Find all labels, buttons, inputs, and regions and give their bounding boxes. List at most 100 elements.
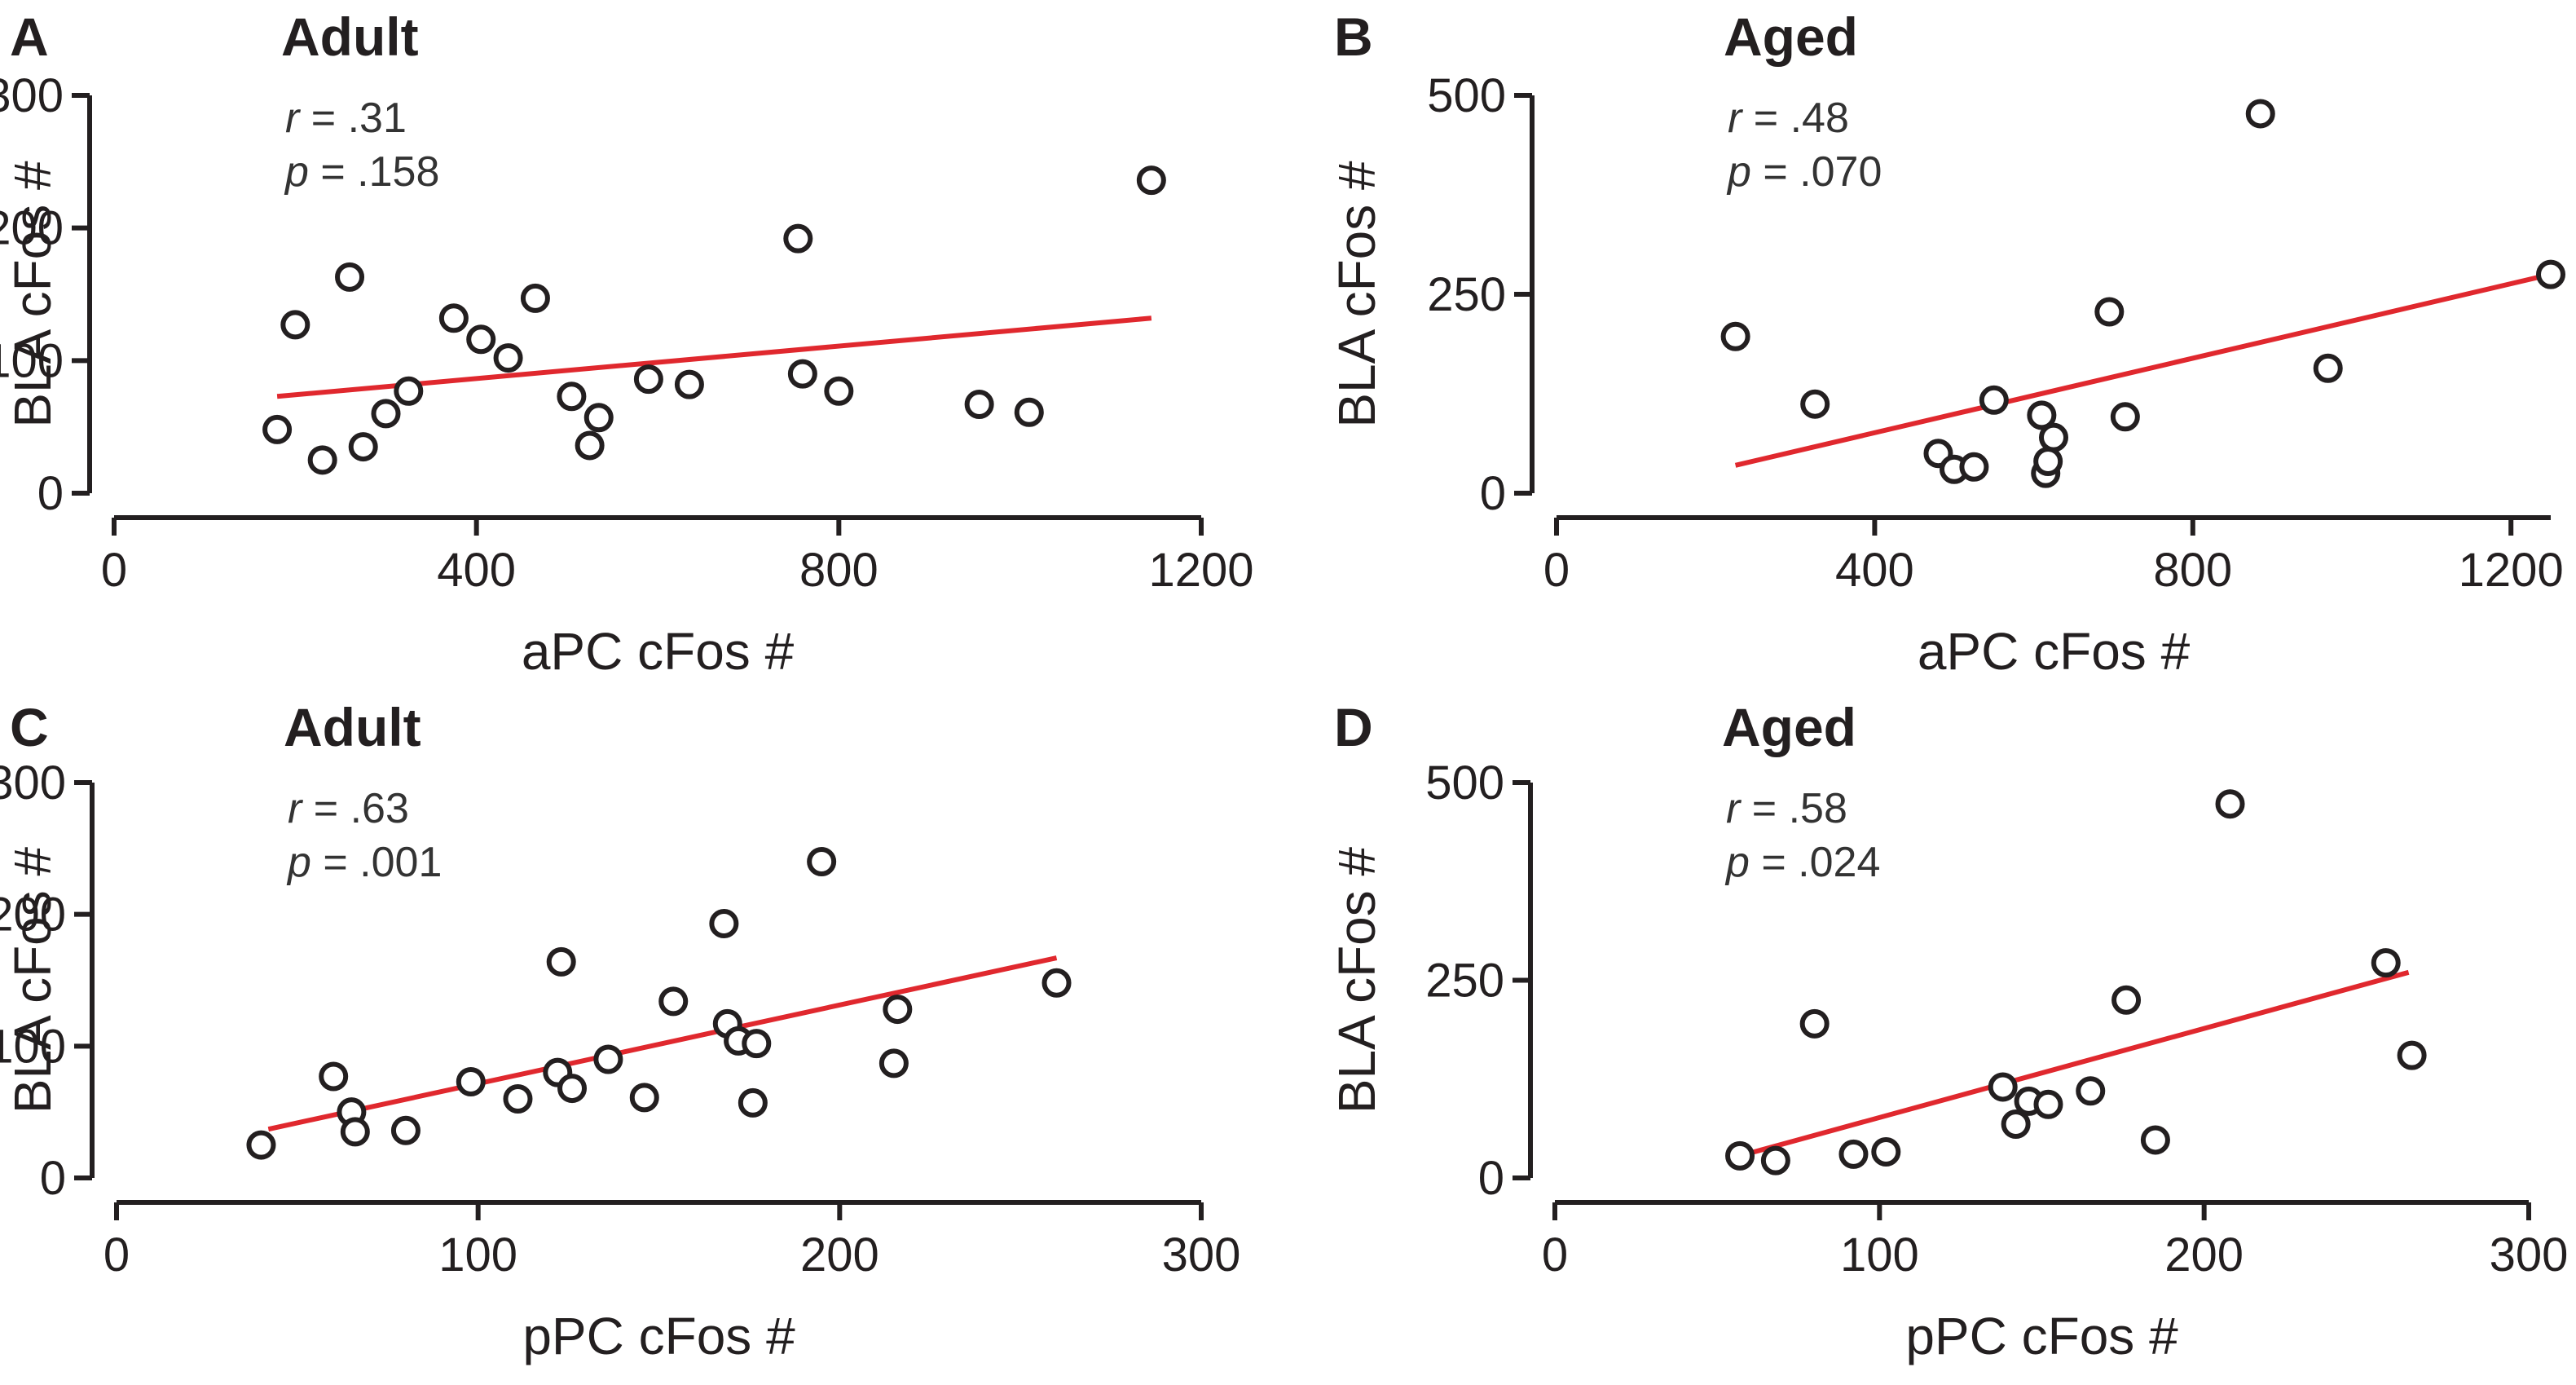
data-point bbox=[1838, 1139, 1869, 1169]
stat-p-value: = .024 bbox=[1750, 839, 1880, 886]
y-axis-label: BLA cFos # bbox=[1328, 846, 1386, 1114]
panel-title: Aged bbox=[1724, 7, 1858, 67]
data-point bbox=[2110, 402, 2140, 432]
y-tick-label: 300 bbox=[0, 69, 64, 122]
y-tick-label: 100 bbox=[0, 1020, 66, 1073]
y-tick-label: 0 bbox=[1480, 467, 1506, 520]
x-tick-label: 300 bbox=[2490, 1228, 2569, 1281]
panel-letter: B bbox=[1334, 7, 1373, 67]
data-point bbox=[493, 343, 523, 373]
panel-title: Adult bbox=[284, 697, 421, 757]
data-point bbox=[1799, 1008, 1830, 1039]
data-point bbox=[394, 376, 424, 406]
data-point bbox=[335, 262, 365, 292]
data-point bbox=[2536, 259, 2565, 289]
panel-letter: A bbox=[10, 7, 49, 67]
x-tick-label: 0 bbox=[101, 544, 127, 597]
data-point bbox=[246, 1130, 276, 1160]
stat-r: r = .48 bbox=[1728, 95, 1849, 142]
fit-line bbox=[276, 315, 1152, 399]
stat-r-symbol: r bbox=[285, 95, 302, 142]
data-point bbox=[520, 283, 550, 313]
stat-p: p = .001 bbox=[286, 839, 442, 886]
data-point bbox=[1800, 389, 1830, 419]
stat-p-symbol: p bbox=[1726, 148, 1751, 196]
stat-p-symbol: p bbox=[1724, 839, 1750, 886]
stat-p-symbol: p bbox=[284, 148, 309, 196]
stat-p-value: = .158 bbox=[309, 148, 439, 196]
data-point bbox=[2076, 1076, 2106, 1106]
panel-b: B Aged 0 250 500 0 400 800 1200 aPC cFos # BLA cFo… bbox=[1328, 7, 2565, 681]
data-point bbox=[883, 995, 913, 1025]
data-point bbox=[438, 303, 469, 333]
y-tick-label: 300 bbox=[0, 756, 66, 809]
panel-letter: C bbox=[10, 697, 49, 757]
data-point bbox=[2039, 422, 2068, 452]
x-tick-label: 200 bbox=[2164, 1228, 2244, 1281]
x-tick-label: 200 bbox=[800, 1228, 879, 1281]
data-point bbox=[2140, 1125, 2170, 1155]
panel-a: A Adult 0 100 200 300 0 400 800 1200 aPC cFos # BLA… bbox=[0, 7, 1254, 681]
x-tick-label: 100 bbox=[438, 1228, 517, 1281]
data-point bbox=[1725, 1140, 1755, 1171]
x-tick-label: 400 bbox=[1835, 544, 1914, 597]
panel-title: Aged bbox=[1722, 697, 1856, 757]
data-point bbox=[787, 359, 817, 389]
data-point bbox=[1720, 321, 1750, 351]
data-point bbox=[2033, 446, 2063, 476]
data-point bbox=[878, 1048, 909, 1078]
data-point bbox=[1988, 1072, 2018, 1102]
data-point bbox=[658, 986, 689, 1017]
data-point bbox=[2397, 1040, 2427, 1070]
stat-r-value: = .58 bbox=[1740, 785, 1847, 832]
data-point bbox=[783, 223, 813, 254]
data-point bbox=[2033, 1089, 2063, 1119]
y-tick-label: 200 bbox=[0, 202, 64, 255]
x-tick-label: 0 bbox=[1542, 1228, 1568, 1281]
data-point bbox=[709, 908, 739, 938]
stat-p-symbol: p bbox=[286, 839, 311, 886]
data-point bbox=[2313, 353, 2343, 383]
x-tick-label: 0 bbox=[103, 1228, 130, 1281]
stat-p-value: = .001 bbox=[311, 839, 442, 886]
data-point bbox=[557, 1074, 588, 1104]
data-point bbox=[2094, 297, 2125, 327]
data-point bbox=[633, 364, 663, 395]
stat-r: r = .63 bbox=[288, 785, 409, 832]
y-tick-label: 500 bbox=[1427, 69, 1506, 122]
panel-c: C Adult 0 100 200 300 0 100 200 300 pPC cFos # BLA … bbox=[0, 697, 1240, 1365]
data-point bbox=[340, 1117, 370, 1147]
data-point bbox=[1959, 452, 1989, 482]
panel-title: Adult bbox=[281, 7, 419, 67]
stat-r-value: = .63 bbox=[302, 785, 409, 832]
x-axis-label: pPC cFos # bbox=[1905, 1307, 2178, 1365]
stat-r-value: = .31 bbox=[299, 95, 407, 142]
data-point bbox=[2245, 99, 2275, 129]
data-point bbox=[1041, 968, 1072, 998]
y-tick-label: 250 bbox=[1425, 955, 1504, 1008]
x-tick-label: 300 bbox=[1162, 1228, 1241, 1281]
data-point bbox=[2027, 400, 2057, 430]
stat-r-symbol: r bbox=[1728, 95, 1744, 142]
stat-p-value: = .070 bbox=[1751, 148, 1882, 196]
x-axis-label: aPC cFos # bbox=[522, 622, 795, 681]
y-axis-label: BLA cFos # bbox=[1328, 161, 1386, 428]
data-point bbox=[1760, 1145, 1790, 1175]
y-tick-label: 0 bbox=[40, 1152, 66, 1205]
stat-p: p = .070 bbox=[1726, 148, 1882, 196]
fit-line bbox=[1734, 271, 2552, 468]
y-tick-label: 0 bbox=[1478, 1152, 1504, 1205]
data-point bbox=[738, 1087, 768, 1118]
stat-p: p = .024 bbox=[1724, 839, 1880, 886]
data-point bbox=[742, 1029, 772, 1059]
panel-letter: D bbox=[1334, 697, 1373, 757]
data-point bbox=[503, 1084, 533, 1114]
data-point bbox=[319, 1061, 349, 1092]
x-tick-label: 400 bbox=[437, 544, 516, 597]
data-point bbox=[348, 432, 378, 462]
data-point bbox=[1136, 165, 1166, 196]
y-tick-label: 100 bbox=[0, 334, 64, 387]
data-point bbox=[593, 1044, 623, 1074]
